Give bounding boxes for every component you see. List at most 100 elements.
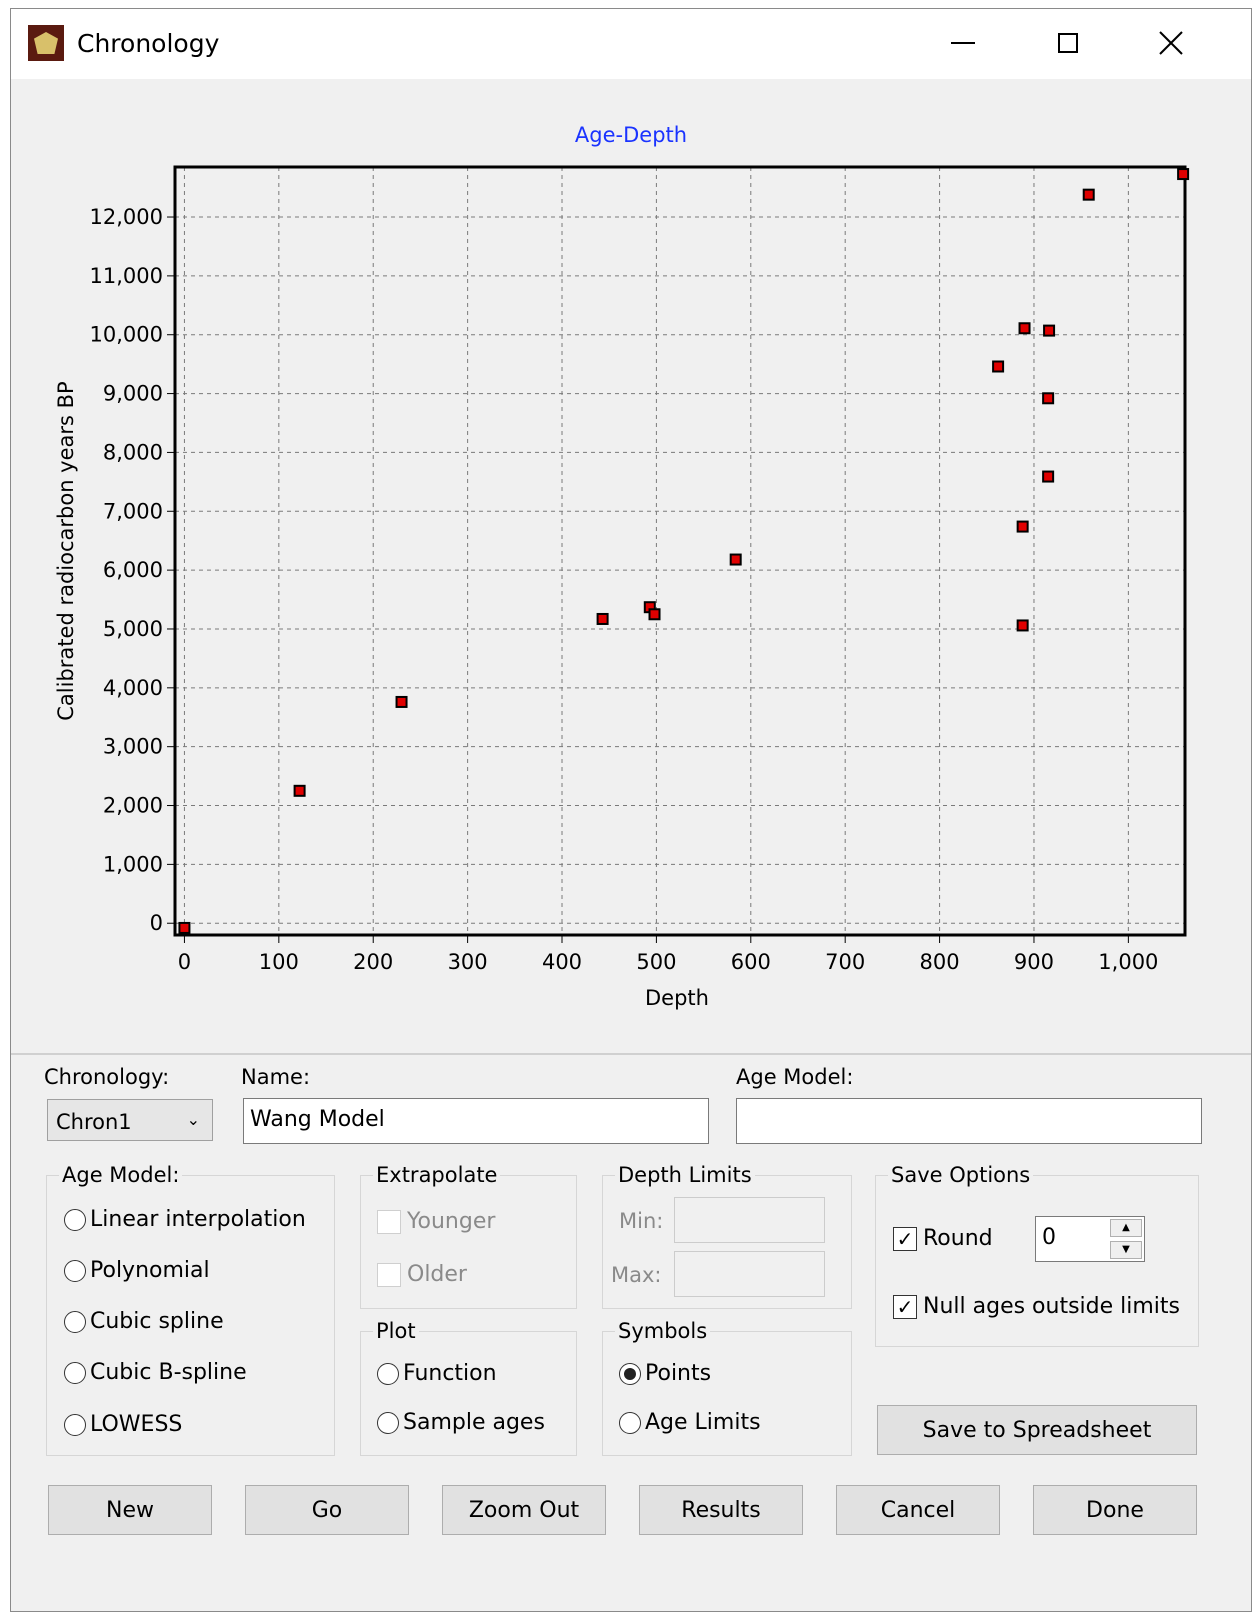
- age-depth-chart[interactable]: Age-Depth 0 100 200 300 400 500 600 700 800 900 1,…: [11, 79, 1251, 1054]
- min-label: Min:: [619, 1209, 664, 1233]
- age-model-input[interactable]: [736, 1098, 1202, 1144]
- radio-points[interactable]: Points: [619, 1361, 711, 1386]
- y-tick-label: 1,000: [103, 852, 163, 876]
- y-tick-label: 12,000: [90, 205, 163, 229]
- x-tick-label: 900: [1014, 950, 1054, 974]
- done-button[interactable]: Done: [1033, 1485, 1197, 1535]
- radio-polynomial[interactable]: Polynomial: [64, 1258, 210, 1283]
- y-tick-label: 4,000: [103, 676, 163, 700]
- radio-cubic-b-spline[interactable]: Cubic B-spline: [64, 1360, 247, 1385]
- save-to-spreadsheet-button[interactable]: Save to Spreadsheet: [877, 1405, 1197, 1455]
- plot-group: [360, 1331, 577, 1456]
- checkbox-null-ages[interactable]: ✓ Null ages outside limits: [893, 1294, 1180, 1319]
- x-axis-label: Depth: [645, 986, 709, 1010]
- checkbox[interactable]: ✓: [893, 1294, 917, 1319]
- minimize-icon: [951, 42, 975, 44]
- save-options-group: [875, 1175, 1199, 1347]
- x-tick-label: 800: [920, 950, 960, 974]
- data-point[interactable]: [1082, 188, 1095, 201]
- radio-button[interactable]: [377, 1411, 399, 1434]
- data-point[interactable]: [1016, 520, 1029, 533]
- option-label: Points: [645, 1361, 712, 1386]
- max-depth-input[interactable]: [674, 1251, 825, 1297]
- y-tick-label: 7,000: [103, 499, 163, 523]
- round-digits-spinner[interactable]: 0 ▲ ▼: [1035, 1216, 1145, 1262]
- x-tick-label: 600: [731, 950, 771, 974]
- data-point[interactable]: [729, 553, 742, 566]
- radio-button[interactable]: [64, 1310, 86, 1333]
- y-tick-label: 2,000: [103, 794, 163, 818]
- x-tick-label: 1,000: [1098, 950, 1158, 974]
- go-button[interactable]: Go: [245, 1485, 409, 1535]
- checkbox-round[interactable]: ✓ Round: [893, 1226, 993, 1251]
- checkbox[interactable]: [377, 1209, 401, 1234]
- name-input[interactable]: Wang Model: [243, 1098, 709, 1144]
- x-tick-label: 700: [825, 950, 865, 974]
- new-button[interactable]: New: [48, 1485, 212, 1535]
- data-point[interactable]: [992, 360, 1005, 373]
- name-label: Name:: [241, 1065, 311, 1089]
- y-tick-label: 6,000: [103, 558, 163, 582]
- radio-age-limits[interactable]: Age Limits: [619, 1410, 761, 1435]
- checkbox-older[interactable]: Older: [377, 1262, 467, 1287]
- plot-group-title: Plot: [373, 1319, 419, 1343]
- y-tick-label: 5,000: [103, 617, 163, 641]
- option-label: Function: [403, 1361, 497, 1386]
- radio-button[interactable]: [64, 1208, 86, 1231]
- age-model-label: Age Model:: [736, 1065, 854, 1089]
- data-point[interactable]: [1177, 168, 1190, 181]
- maximize-icon: [1058, 33, 1078, 53]
- checkbox-younger[interactable]: Younger: [377, 1209, 495, 1234]
- x-tick-label: 100: [259, 950, 299, 974]
- option-label: Cubic B-spline: [90, 1360, 247, 1385]
- y-tick-label: 8,000: [103, 440, 163, 464]
- spinner-down-icon[interactable]: ▼: [1110, 1241, 1142, 1259]
- checkbox[interactable]: ✓: [893, 1226, 917, 1251]
- extrapolate-group: [360, 1175, 577, 1309]
- x-tick-label: 500: [636, 950, 676, 974]
- data-point[interactable]: [648, 608, 661, 621]
- radio-cubic-spline[interactable]: Cubic spline: [64, 1309, 224, 1334]
- maximize-button[interactable]: [1038, 19, 1098, 67]
- data-point[interactable]: [596, 612, 609, 625]
- radio-button[interactable]: [377, 1362, 399, 1385]
- option-label: Round: [923, 1226, 993, 1251]
- save-options-group-title: Save Options: [888, 1163, 1034, 1187]
- data-point[interactable]: [293, 784, 306, 797]
- minimize-button[interactable]: [933, 19, 993, 67]
- chronology-select-value: Chron1: [56, 1110, 132, 1134]
- y-tick-label: 0: [150, 911, 163, 935]
- x-tick-label: 200: [353, 950, 393, 974]
- radio-button[interactable]: [64, 1259, 86, 1282]
- cancel-button[interactable]: Cancel: [836, 1485, 1000, 1535]
- age-model-group: [46, 1175, 335, 1456]
- data-point[interactable]: [395, 695, 408, 708]
- radio-function[interactable]: Function: [377, 1361, 497, 1386]
- y-tick-label: 11,000: [90, 264, 163, 288]
- min-depth-input[interactable]: [674, 1197, 825, 1243]
- radio-linear-interpolation[interactable]: Linear interpolation: [64, 1207, 306, 1232]
- chart-plot[interactable]: 0 100 200 300 400 500 600 700 800 900 1,000 0 1,000 2…: [11, 79, 1251, 1054]
- radio-button[interactable]: [619, 1362, 641, 1385]
- chronology-select[interactable]: Chron1 ⌄: [47, 1099, 213, 1141]
- radio-sample-ages[interactable]: Sample ages: [377, 1410, 545, 1435]
- zoom-out-button[interactable]: Zoom Out: [442, 1485, 606, 1535]
- radio-button[interactable]: [619, 1411, 641, 1434]
- radio-lowess[interactable]: LOWESS: [64, 1412, 182, 1437]
- data-point[interactable]: [1043, 324, 1056, 337]
- results-button[interactable]: Results: [639, 1485, 803, 1535]
- spinner-value: 0: [1042, 1225, 1056, 1250]
- data-point[interactable]: [1042, 392, 1055, 405]
- data-point[interactable]: [1016, 619, 1029, 632]
- data-point[interactable]: [178, 921, 191, 934]
- chronology-label: Chronology:: [44, 1065, 170, 1089]
- spinner-up-icon[interactable]: ▲: [1110, 1219, 1142, 1237]
- data-point[interactable]: [1018, 322, 1031, 335]
- extrapolate-group-title: Extrapolate: [373, 1163, 501, 1187]
- data-point[interactable]: [1042, 470, 1055, 483]
- title-bar[interactable]: Chronology: [11, 9, 1251, 79]
- radio-button[interactable]: [64, 1413, 86, 1436]
- close-button[interactable]: [1141, 19, 1201, 67]
- checkbox[interactable]: [377, 1262, 401, 1287]
- radio-button[interactable]: [64, 1361, 86, 1384]
